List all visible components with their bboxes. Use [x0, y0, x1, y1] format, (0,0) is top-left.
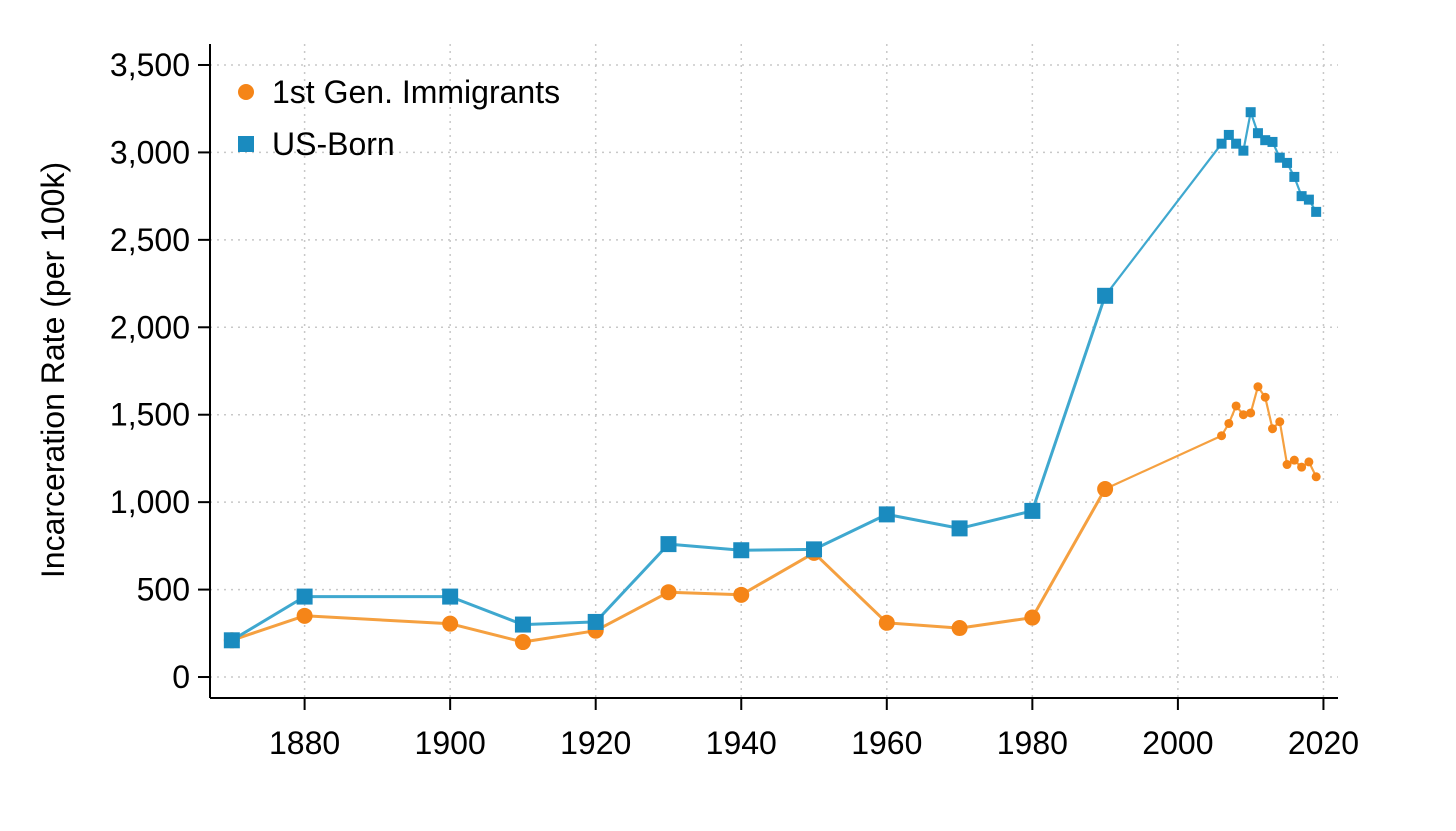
x-tick-label: 1900: [415, 725, 486, 761]
y-tick-label: 1,000: [110, 484, 190, 520]
data-point: [1268, 424, 1278, 434]
data-point: [1275, 417, 1285, 427]
legend-marker-square: [238, 136, 254, 152]
data-point: [296, 588, 313, 605]
data-point: [733, 586, 750, 603]
data-point: [1231, 138, 1242, 149]
data-point: [806, 541, 823, 558]
data-point: [1238, 145, 1249, 156]
data-point: [1246, 408, 1256, 418]
legend: 1st Gen. Immigrants US-Born: [238, 74, 560, 162]
decennial-line: [231, 488, 1107, 644]
data-point: [1260, 392, 1270, 402]
data-point: [878, 614, 895, 631]
x-tick-label: 1940: [706, 725, 777, 761]
data-point: [1223, 129, 1234, 140]
data-point: [1097, 287, 1114, 304]
data-point: [514, 634, 531, 651]
data-point: [1238, 410, 1248, 420]
data-point: [296, 607, 313, 624]
y-tick-label: 1,500: [110, 397, 190, 433]
bridge-line: [1104, 434, 1223, 491]
y-tick-label: 3,000: [110, 134, 190, 170]
legend-label: US-Born: [272, 126, 395, 162]
legend-marker-circle: [238, 84, 254, 100]
data-point: [1304, 457, 1314, 467]
data-point: [1311, 206, 1322, 217]
y-tick-label: 3,500: [110, 47, 190, 83]
x-tick-label: 1880: [269, 725, 340, 761]
data-point: [1252, 128, 1263, 139]
data-point: [587, 613, 604, 630]
y-axis-title: Incarceration Rate (per 100k): [35, 162, 71, 578]
data-point: [514, 616, 531, 633]
y-tick-label: 2,500: [110, 222, 190, 258]
data-point: [1311, 472, 1321, 482]
axis-layer: 0 500 1,000 1,500 2,000 2,500 3,000 3,500 1880 19…: [110, 44, 1359, 761]
data-point: [1274, 152, 1285, 163]
data-point: [878, 506, 895, 523]
data-point: [660, 584, 677, 601]
data-point: [442, 588, 459, 605]
data-point: [951, 620, 968, 637]
y-tick-label: 2,000: [110, 309, 190, 345]
legend-item: US-Born: [238, 126, 395, 162]
data-point: [1097, 481, 1114, 498]
data-point: [1297, 462, 1307, 472]
y-tick-label: 0: [172, 659, 190, 695]
data-point: [1224, 418, 1234, 428]
data-point: [1217, 431, 1227, 441]
data-point: [1245, 107, 1256, 118]
data-point: [1282, 157, 1293, 168]
series-layer: [223, 107, 1322, 651]
data-point: [1024, 502, 1041, 519]
data-point: [442, 615, 459, 632]
x-tick-label: 2000: [1142, 725, 1213, 761]
data-point: [660, 536, 677, 553]
data-point: [1296, 191, 1307, 202]
series-immigrants: [223, 382, 1321, 651]
data-point: [1216, 138, 1227, 149]
data-point: [1303, 194, 1314, 205]
data-point: [951, 520, 968, 537]
x-tick-label: 1960: [851, 725, 922, 761]
x-tick-label: 2020: [1288, 725, 1359, 761]
bridge-line: [1104, 143, 1223, 297]
x-tick-label: 1920: [560, 725, 631, 761]
data-point: [1289, 455, 1299, 465]
y-tick-label: 500: [137, 572, 190, 608]
data-point: [1253, 382, 1263, 392]
decennial-line: [231, 295, 1107, 642]
data-point: [1267, 136, 1278, 147]
data-point: [1282, 460, 1292, 470]
data-point: [1289, 171, 1300, 182]
data-point: [1024, 609, 1041, 626]
grid-layer: [210, 44, 1338, 698]
data-point: [1260, 135, 1271, 146]
legend-item: 1st Gen. Immigrants: [238, 74, 560, 110]
legend-label: 1st Gen. Immigrants: [272, 74, 560, 110]
data-point: [733, 542, 750, 559]
series-us-born: [223, 107, 1322, 649]
data-point: [223, 632, 240, 649]
x-tick-label: 1980: [997, 725, 1068, 761]
data-point: [1231, 401, 1241, 411]
